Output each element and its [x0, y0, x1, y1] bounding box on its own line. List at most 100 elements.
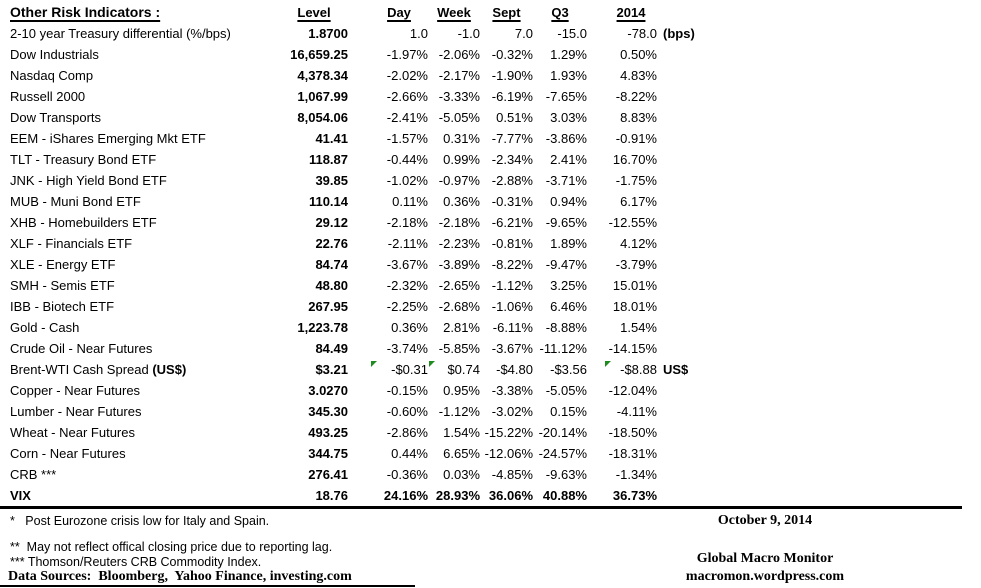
value-cell: -18.31% — [608, 446, 657, 461]
value-cell: -1.57% — [386, 131, 428, 146]
value-cell: -14.15% — [608, 341, 657, 356]
value-cell: -2.18% — [438, 215, 480, 230]
value-cell: -2.88% — [491, 173, 533, 188]
level-cell: 3.0270 — [308, 383, 348, 398]
value-cell: -8.22% — [615, 89, 657, 104]
value-cell: -3.79% — [615, 257, 657, 272]
level-cell: 22.76 — [315, 236, 348, 251]
value-cell: -3.74% — [386, 341, 428, 356]
value-cell: -12.04% — [608, 383, 657, 398]
value-cell: -6.19% — [491, 89, 533, 104]
value-cell: -2.18% — [386, 215, 428, 230]
value-cell: -11.12% — [539, 341, 587, 356]
indicator-label-cell: SMH - Semis ETF — [10, 278, 115, 293]
value-cell: -0.60% — [386, 404, 428, 419]
level-cell: 1,223.78 — [297, 320, 348, 335]
level-cell: 344.75 — [308, 446, 348, 461]
level-cell: 84.49 — [315, 341, 348, 356]
value-cell: -0.81% — [491, 236, 533, 251]
value-cell: 36.06% — [488, 488, 533, 503]
value-cell: -0.97% — [438, 173, 480, 188]
value-cell: -6.21% — [491, 215, 533, 230]
value-cell: 0.11% — [392, 194, 428, 209]
value-cell: -2.66% — [386, 89, 428, 104]
value-cell: -3.67% — [386, 257, 428, 272]
value-cell: -2.65% — [438, 278, 480, 293]
value-cell: -2.41% — [386, 110, 428, 125]
level-cell: 18.76 — [315, 488, 348, 503]
suffix-cell — [658, 338, 981, 359]
footnote-1: * Post Eurozone crisis low for Italy and… — [10, 514, 270, 528]
bottom-rule — [0, 585, 415, 587]
value-cell: 0.36% — [443, 194, 480, 209]
suffix-cell — [658, 464, 981, 485]
suffix-cell — [658, 212, 981, 233]
value-cell: 0.99% — [443, 152, 480, 167]
value-cell: -3.38% — [491, 383, 533, 398]
value-cell: -12.55% — [608, 215, 657, 230]
report-date: October 9, 2014 — [717, 513, 813, 528]
value-cell: 6.65% — [443, 446, 480, 461]
suffix-cell — [658, 107, 981, 128]
level-cell: 276.41 — [308, 467, 348, 482]
indicator-label-cell: Gold - Cash — [10, 320, 80, 335]
value-cell: -12.06% — [484, 446, 533, 461]
value-cell: -20.14% — [538, 425, 587, 440]
value-cell: -3.89% — [438, 257, 480, 272]
value-cell: -2.86% — [386, 425, 428, 440]
value-cell: 0.03% — [443, 467, 480, 482]
level-cell: 29.12 — [315, 215, 348, 230]
value-cell: 0.94% — [550, 194, 587, 209]
value-cell: -3.02% — [491, 404, 533, 419]
cell-error-flag-icon — [429, 361, 435, 367]
value-cell: 7.0 — [514, 26, 533, 41]
value-cell: -7.77% — [491, 131, 533, 146]
value-cell: -1.06% — [491, 299, 533, 314]
suffix-cell — [658, 380, 981, 401]
value-cell: -2.06% — [438, 47, 480, 62]
value-cell: 0.44% — [391, 446, 428, 461]
suffix-cell — [658, 170, 981, 191]
value-cell: -4.11% — [616, 404, 657, 419]
suffix-cell — [658, 65, 981, 86]
indicator-label-cell: Dow Industrials — [10, 47, 99, 62]
indicator-label-bold-part: (US$) — [152, 362, 187, 377]
value-cell: $0.74 — [428, 359, 480, 380]
level-cell: 118.87 — [308, 152, 348, 167]
table-row: Wheat - Near Futures 493.25 -2.86% 1.54% -15… — [0, 422, 981, 443]
value-cell: 40.88% — [542, 488, 587, 503]
value-cell: -2.17% — [438, 68, 480, 83]
value-cell: -5.05% — [545, 383, 587, 398]
indicator-label-cell: 2-10 year Treasury differential (%/bps) — [10, 26, 231, 41]
level-cell: 110.14 — [308, 194, 348, 209]
value-cell: -9.65% — [545, 215, 587, 230]
table-row: Gold - Cash 1,223.78 0.36% 2.81% -6.11% -8.88… — [0, 317, 981, 338]
value-cell: 1.93% — [550, 68, 587, 83]
table-row: IBB - Biotech ETF 267.95 -2.25% -2.68% -1.06… — [0, 296, 981, 317]
value-cell: 6.17% — [620, 194, 657, 209]
value-cell: -5.85% — [438, 341, 480, 356]
value-cell: 1.0 — [409, 26, 428, 41]
indicator-label-cell: Crude Oil - Near Futures — [10, 341, 153, 356]
value-cell: -78.0 — [627, 26, 657, 41]
value-cell: 0.51% — [496, 110, 533, 125]
indicator-label-cell: XHB - Homebuilders ETF — [10, 215, 157, 230]
value-cell: 36.73% — [612, 488, 657, 503]
suffix-cell — [658, 401, 981, 422]
indicator-label-cell: Lumber - Near Futures — [10, 404, 142, 419]
column-header-sept: Sept — [492, 5, 521, 20]
value-cell: -0.36% — [386, 467, 428, 482]
suffix-cell — [658, 233, 981, 254]
suffix-cell — [658, 44, 981, 65]
value-cell: -2.02% — [386, 68, 428, 83]
table-row: Dow Transports 8,054.06 -2.41% -5.05% 0.51% 3… — [0, 107, 981, 128]
level-cell: 267.95 — [308, 299, 348, 314]
value-cell: -1.12% — [491, 278, 533, 293]
value-cell: -1.75% — [615, 173, 657, 188]
value-cell: 16.70% — [612, 152, 657, 167]
level-cell: 345.30 — [308, 404, 348, 419]
value-cell: -9.47% — [545, 257, 587, 272]
value-cell: -$3.56 — [550, 362, 587, 377]
indicator-label-cell: TLT - Treasury Bond ETF — [10, 152, 157, 167]
level-cell: 39.85 — [315, 173, 348, 188]
